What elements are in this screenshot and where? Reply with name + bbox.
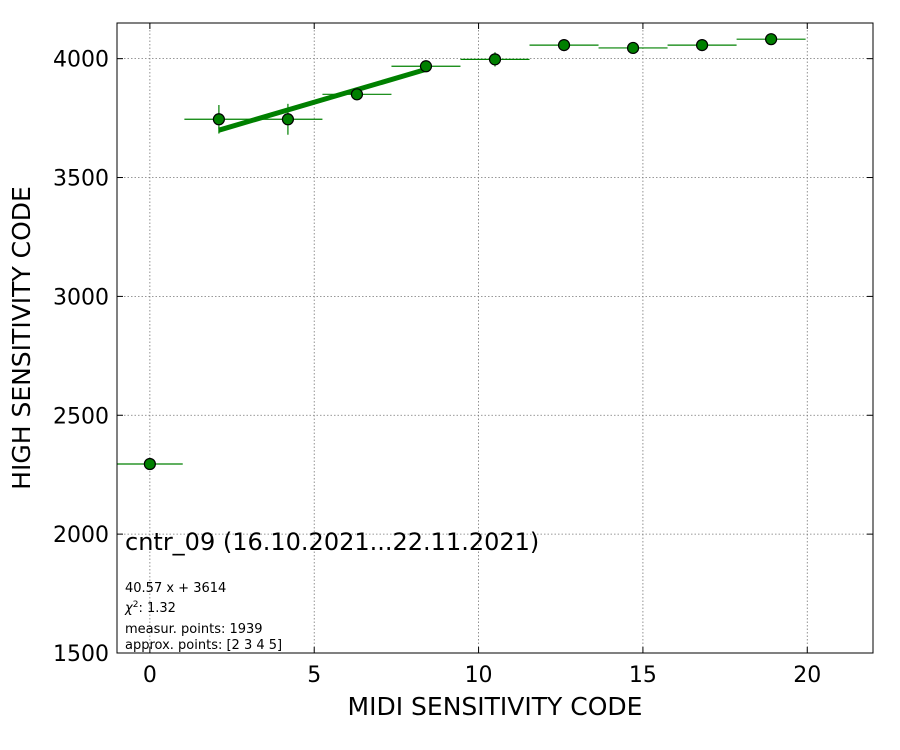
data-point: [488, 53, 502, 66]
x-tick-label: 20: [793, 663, 821, 688]
data-point: [143, 457, 156, 471]
data-point: [765, 33, 778, 46]
x-tick-label: 15: [629, 663, 657, 688]
error-bars: [117, 37, 806, 465]
ticks: 0 5 10 15 20 1500 2000 2500 3000 3500 4000: [53, 23, 873, 688]
chi2-exponent: 2: [133, 600, 139, 610]
annotation-box: cntr_09 (16.10.2021...22.11.2021) 40.57 …: [124, 528, 539, 653]
measured-points: measur. points: 1939: [125, 622, 263, 637]
y-tick-label: 4000: [53, 48, 109, 73]
chi2-value: : 1.32: [138, 601, 175, 616]
data-point: [626, 41, 640, 55]
grid: [117, 23, 873, 654]
y-tick-label: 2500: [53, 404, 109, 429]
data-point: [281, 113, 295, 126]
y-tick-label: 3500: [53, 167, 109, 192]
plot-frame: [116, 22, 874, 654]
chi2-symbol: χ: [124, 601, 134, 616]
fit-line: [218, 67, 427, 133]
fit-line-group: [218, 67, 427, 133]
data-point: [557, 39, 571, 52]
x-tick-label: 10: [465, 663, 493, 688]
y-tick-label: 2000: [53, 523, 109, 548]
y-axis-label: HIGH SENSITIVITY CODE: [7, 186, 36, 490]
fit-equation: 40.57 x + 3614: [125, 581, 226, 596]
x-tick-label: 5: [307, 663, 321, 688]
data-point: [212, 113, 225, 126]
data-point: [350, 88, 364, 101]
data-point: [695, 39, 709, 52]
data-points: [143, 33, 778, 471]
chi2-line: χ2: 1.32: [124, 600, 176, 616]
x-axis-label: MIDI SENSITIVITY CODE: [348, 692, 643, 721]
y-tick-label: 3000: [53, 285, 109, 310]
data-point: [419, 60, 433, 73]
approx-points: approx. points: [2 3 4 5]: [125, 638, 282, 653]
annotation-title: cntr_09 (16.10.2021...22.11.2021): [125, 528, 539, 556]
x-tick-label: 0: [143, 663, 157, 688]
y-tick-label: 1500: [53, 642, 109, 667]
